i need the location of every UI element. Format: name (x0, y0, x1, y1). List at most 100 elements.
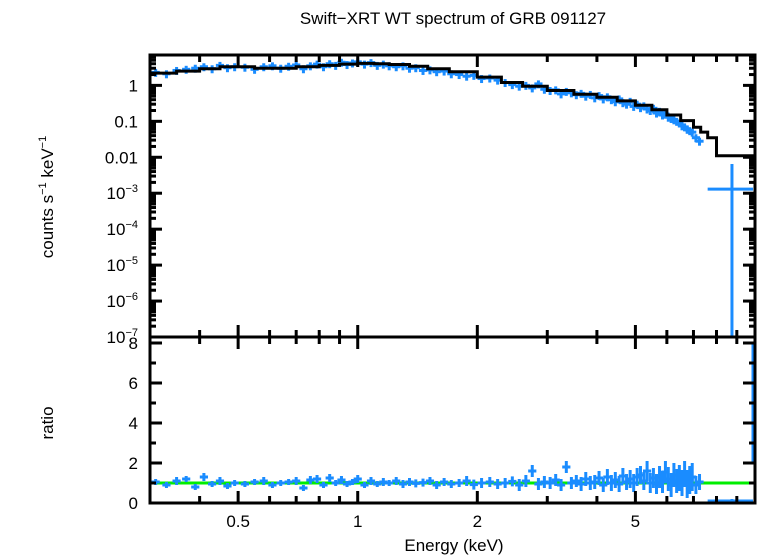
ratio-point (521, 475, 530, 487)
ratio-point (447, 480, 456, 488)
ratio-point (562, 461, 571, 473)
ratio-point (581, 472, 590, 486)
ratio-point (230, 480, 239, 486)
ratio-point (373, 481, 382, 487)
ylabel-part-4: −1 (37, 136, 49, 149)
ratio-point (528, 465, 537, 477)
x-tick-label: 5 (631, 512, 640, 531)
tick-exponent: −6 (125, 291, 138, 303)
ratio-point (312, 475, 322, 483)
ratio-point (501, 478, 510, 488)
ratio-point (551, 474, 560, 486)
ratio-point (695, 474, 704, 490)
y-tick-label: 2 (129, 454, 138, 473)
ratio-point (348, 479, 357, 485)
ratio-point (642, 461, 652, 481)
ratio-point (485, 477, 494, 487)
y-tick-label: 10−5 (107, 255, 138, 275)
y-tick-label: 8 (129, 334, 138, 353)
ratio-point (546, 477, 555, 489)
tick-base: 10 (107, 256, 126, 275)
ratio-point (276, 480, 285, 486)
y-tick-label: 0 (129, 494, 138, 513)
ratio-point (534, 478, 543, 490)
ratio-point (172, 477, 181, 485)
ratio-point (331, 480, 340, 486)
ratio-point (515, 479, 524, 491)
ratio-point (208, 481, 217, 487)
y-tick-label: 10−7 (107, 327, 138, 347)
chart-title: Swift−XRT WT spectrum of GRB 091127 (300, 9, 606, 28)
tick-base: 10 (107, 220, 126, 239)
ratio-point (182, 476, 191, 482)
data-point (418, 66, 428, 75)
ratio-point (162, 482, 171, 488)
ratio-point (411, 479, 420, 488)
ylabel-part-3: keV (38, 148, 57, 183)
tick-exponent: −7 (125, 327, 138, 339)
ratio-point (462, 476, 471, 486)
x-tick-label: 2 (473, 512, 482, 531)
ratio-point (325, 474, 334, 482)
ratio-point (385, 480, 394, 486)
ratio-point (572, 475, 581, 487)
ratio-point (440, 478, 449, 486)
ratio-point (240, 481, 249, 487)
tick-base: 10 (107, 184, 126, 203)
tick-exponent: −5 (125, 255, 138, 267)
spectrum-frame (148, 53, 757, 339)
ratio-point (469, 479, 478, 490)
x-axis-label: Energy (keV) (404, 536, 503, 555)
tick-exponent: −3 (125, 183, 138, 195)
ratio-point (360, 482, 369, 488)
ratio-point (508, 476, 517, 487)
ratio-point (284, 479, 293, 485)
ratio-point (418, 478, 428, 487)
y-tick-label: 0.01 (105, 148, 138, 167)
ratio-point (455, 479, 464, 487)
ratio-point (556, 479, 566, 491)
tick-exponent: −4 (125, 219, 138, 231)
data-point (707, 163, 753, 337)
ratio-point (250, 479, 259, 485)
ratio-point (337, 476, 346, 484)
ratio-point (567, 477, 576, 489)
ratio-point (366, 477, 376, 485)
tick-base: 10 (107, 292, 126, 311)
y-tick-label: 10−3 (107, 183, 138, 203)
model-line (150, 61, 755, 158)
ratio-point (577, 477, 586, 491)
ratio-point (392, 477, 401, 485)
ratio-point (353, 475, 362, 483)
y-tick-label: 6 (129, 374, 138, 393)
ratio-point (319, 482, 328, 488)
data-point (462, 72, 471, 81)
ratio-point (299, 485, 308, 491)
ratio-point (425, 477, 435, 485)
data-point (688, 128, 697, 137)
y-tick-label: 10−4 (107, 219, 138, 239)
ratio-point (199, 473, 208, 481)
y-axis-label-ratio: ratio (38, 406, 57, 439)
y-tick-label: 10−6 (107, 291, 138, 311)
ratio-point (432, 481, 441, 489)
ratio-point (215, 477, 225, 485)
ratio-point (493, 479, 502, 489)
ratio-point (292, 477, 301, 485)
ylabel-part-2: −1 (37, 182, 49, 195)
ratio-point (223, 483, 232, 489)
ratio-point (191, 484, 200, 490)
x-tick-label: 1 (353, 512, 362, 531)
data-point (695, 137, 704, 146)
ylabel-part-1: counts s (38, 195, 57, 258)
tick-base: 10 (107, 328, 126, 347)
y-tick-label: 4 (129, 414, 138, 433)
ratio-point (398, 480, 408, 488)
ratio-panel (150, 343, 755, 503)
ratio-point (259, 477, 268, 485)
y-tick-label: 0.1 (114, 112, 138, 131)
ratio-frame (148, 335, 757, 505)
ratio-point (268, 482, 277, 488)
